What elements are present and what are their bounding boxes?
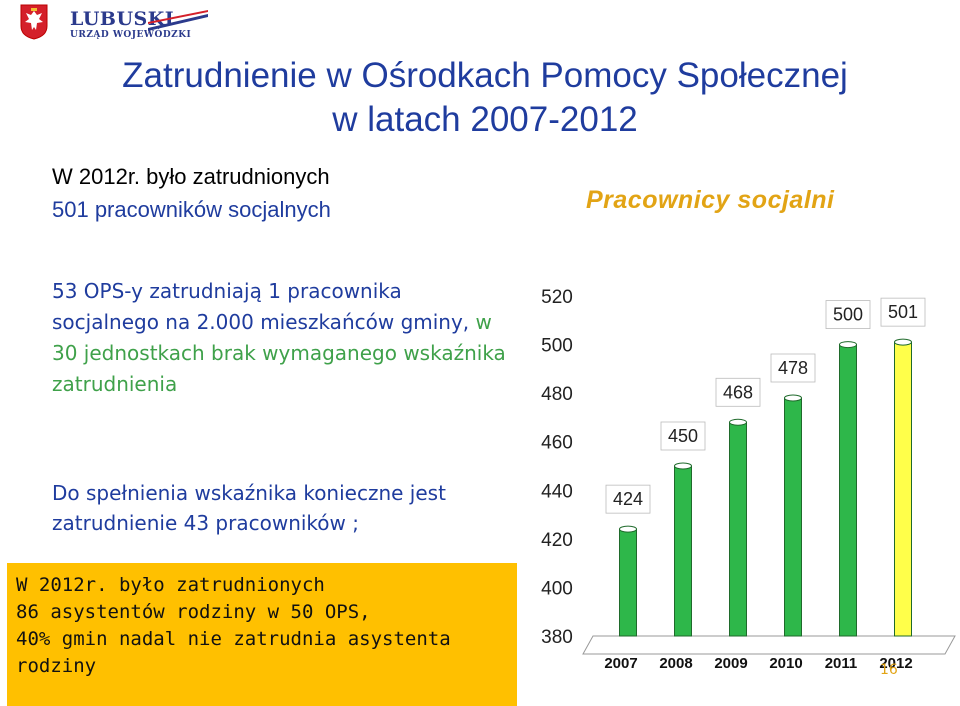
intro-line-2: 501 pracowników socjalnych xyxy=(52,197,331,222)
box-line-4: rodziny xyxy=(16,655,97,677)
paragraph-ratio-accent: w 30 jednostkach brak wymaganego wskaźni… xyxy=(52,310,506,396)
x-tick-label: 2008 xyxy=(659,655,692,672)
logo-subtitle: URZĄD WOJEWÓDZKI xyxy=(70,30,192,40)
title-line-2: w latach 2007-2012 xyxy=(332,100,638,139)
x-tick-label: 2012 xyxy=(879,655,912,672)
y-tick-label: 500 xyxy=(541,336,573,357)
data-label-box xyxy=(605,484,651,514)
bar-top xyxy=(894,338,912,346)
bar-top xyxy=(729,418,747,426)
y-tick-label: 520 xyxy=(541,287,573,308)
x-tick-label: 2009 xyxy=(714,655,747,672)
y-tick-label: 400 xyxy=(541,578,573,599)
data-label-box xyxy=(715,377,761,407)
x-tick-label: 2007 xyxy=(604,655,637,672)
chart-heading: Pracownicy socjalni xyxy=(586,186,835,214)
data-label: 478 xyxy=(778,358,808,378)
intro-line-1: W 2012r. było zatrudnionych xyxy=(52,164,330,189)
bar-top xyxy=(839,341,857,349)
eagle-emblem-icon xyxy=(20,4,48,40)
y-tick-label: 440 xyxy=(541,481,573,502)
paragraph-requirement: Do spełnienia wskaźnika konieczne jest z… xyxy=(52,481,446,535)
slide-title: Zatrudnienie w Ośrodkach Pomocy Społeczn… xyxy=(60,54,910,142)
bar xyxy=(619,528,637,637)
bar xyxy=(839,344,857,637)
page-number: 16 xyxy=(880,662,898,678)
logo-swoosh-icon xyxy=(148,10,208,31)
box-line-2: 86 asystentów rodziny w 50 OPS, xyxy=(16,601,371,623)
bar-chart: 520 500 480 460 440 420 400 380 424 2007 450 2008 46… xyxy=(541,287,956,672)
data-label: 424 xyxy=(613,489,643,509)
data-label: 501 xyxy=(888,302,918,322)
chart-floor xyxy=(582,635,956,655)
x-tick-label: 2010 xyxy=(769,655,802,672)
bar xyxy=(784,397,802,637)
data-label: 500 xyxy=(833,305,863,325)
bar xyxy=(894,341,912,637)
bar-top xyxy=(619,525,637,533)
bar xyxy=(729,421,747,637)
lubuski-logo: LUBUSKI URZĄD WOJEWÓDZKI xyxy=(14,4,214,44)
y-tick-label: 460 xyxy=(541,433,573,454)
intro-text: W 2012r. było zatrudnionych 501 pracowni… xyxy=(52,160,331,226)
bar-top xyxy=(784,394,802,402)
chart-panel: 520 500 480 460 440 420 400 380 424 2007 450 2008 46… xyxy=(521,270,960,706)
bar xyxy=(674,465,692,637)
bar-top xyxy=(674,462,692,470)
y-tick-label: 420 xyxy=(541,530,573,551)
x-tick-label: 2011 xyxy=(825,655,858,672)
paragraph-ratio: 53 OPS-y zatrudniają 1 pracownika socjal… xyxy=(52,276,512,400)
paragraph-ratio-main: 53 OPS-y zatrudniają 1 pracownika socjal… xyxy=(52,279,470,334)
data-label-box xyxy=(880,297,926,327)
family-assistants-box: W 2012r. było zatrudnionych 86 asystentó… xyxy=(7,563,517,706)
data-label-box xyxy=(660,421,706,451)
data-label-box xyxy=(825,300,871,329)
y-tick-label: 380 xyxy=(541,627,573,648)
data-label: 468 xyxy=(723,382,753,402)
data-label-box xyxy=(770,353,816,383)
logo-name: LUBUSKI xyxy=(70,8,175,30)
title-line-1: Zatrudnienie w Ośrodkach Pomocy Społeczn… xyxy=(122,56,848,95)
y-tick-label: 480 xyxy=(541,384,573,405)
data-label: 450 xyxy=(668,426,698,446)
box-line-3: 40% gmin nadal nie zatrudnia asystenta xyxy=(16,628,451,650)
box-line-1: W 2012r. było zatrudnionych xyxy=(16,574,325,596)
